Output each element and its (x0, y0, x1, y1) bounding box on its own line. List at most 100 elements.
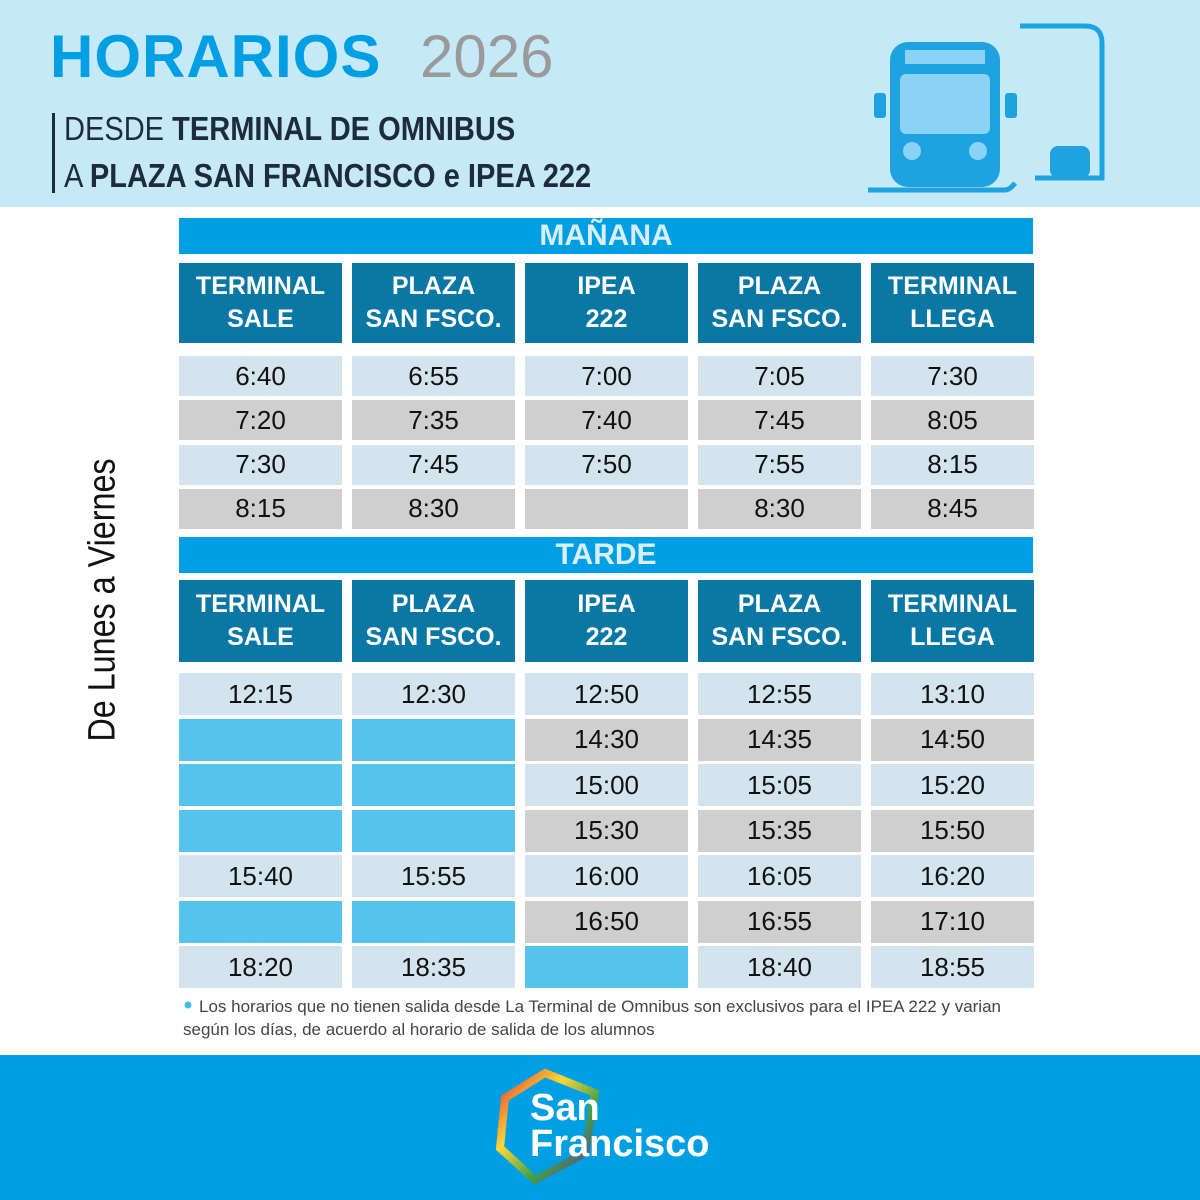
time-cell: 15:20 (871, 764, 1034, 806)
column-header: PLAZA SAN FSCO. (352, 580, 515, 662)
header-line: TERMINAL (195, 590, 326, 618)
time-cell: 7:40 (525, 400, 688, 441)
time-cell: 15:30 (525, 809, 688, 852)
time-cell: 7:30 (871, 356, 1034, 396)
column-header: TERMINAL LLEGA (871, 580, 1034, 662)
time-cell: 7:00 (525, 356, 688, 396)
time-cell: 13:10 (871, 673, 1034, 715)
time-cell: 18:55 (871, 946, 1034, 988)
footer-band (0, 1055, 1200, 1200)
time-cell (352, 900, 515, 943)
header-line: IPEA (577, 272, 636, 300)
time-cell: 15:50 (871, 809, 1034, 852)
header-line: TERMINAL (887, 272, 1018, 300)
side-label: De Lunes a Viernes (81, 458, 124, 742)
time-cell: 12:55 (698, 673, 861, 715)
time-cell: 15:35 (698, 809, 861, 852)
header-line: PLAZA (737, 272, 822, 300)
time-cell: 8:15 (179, 488, 342, 529)
column-header: PLAZA SAN FSCO. (698, 580, 861, 662)
time-cell: 14:35 (698, 718, 861, 761)
column-header: PLAZA SAN FSCO. (698, 263, 861, 343)
section-title: MAÑANA (179, 218, 1033, 254)
time-cell: 15:05 (698, 764, 861, 806)
time-cell: 15:00 (525, 764, 688, 806)
time-cell: 16:55 (698, 900, 861, 943)
time-cell: 12:50 (525, 673, 688, 715)
time-cell (179, 718, 342, 761)
subtitle-bar (52, 113, 55, 193)
logo-line: San (530, 1087, 600, 1129)
header-line: LLEGA (910, 623, 995, 651)
header-line: SAN FSCO. (365, 623, 502, 651)
time-cell (352, 764, 515, 806)
time-cell (179, 900, 342, 943)
time-cell (352, 718, 515, 761)
time-cell: 15:55 (352, 855, 515, 897)
header-line: PLAZA (391, 272, 476, 300)
time-cell: 15:40 (179, 855, 342, 897)
note-bullet (184, 1001, 192, 1009)
header-line: 222 (585, 623, 628, 651)
bus-icon (868, 23, 1105, 193)
time-cell: 8:30 (352, 488, 515, 529)
time-cell: 7:45 (352, 444, 515, 485)
time-cell (525, 488, 688, 529)
time-cell: 6:55 (352, 356, 515, 396)
subtitle-prefix: A (64, 157, 82, 194)
subtitle-line: A PLAZA SAN FRANCISCO e IPEA 222 (64, 157, 591, 195)
time-cell: 7:35 (352, 400, 515, 441)
time-cell: 14:30 (525, 718, 688, 761)
time-cell: 7:45 (698, 400, 861, 441)
header-line: IPEA (577, 590, 636, 618)
header-line: SAN FSCO. (365, 305, 502, 333)
time-cell (179, 764, 342, 806)
time-cell: 14:50 (871, 718, 1034, 761)
time-cell: 7:50 (525, 444, 688, 485)
time-cell: 18:35 (352, 946, 515, 988)
time-cell: 8:15 (871, 444, 1034, 485)
header-line: SAN FSCO. (711, 305, 848, 333)
time-cell: 7:30 (179, 444, 342, 485)
column-header: PLAZA SAN FSCO. (352, 263, 515, 343)
column-header: TERMINAL SALE (179, 263, 342, 343)
year: 2026 (420, 23, 554, 90)
logo-shield (495, 1068, 600, 1185)
time-cell: 16:05 (698, 855, 861, 897)
header-line: TERMINAL (887, 590, 1018, 618)
time-cell: 17:10 (871, 900, 1034, 943)
time-cell: 12:15 (179, 673, 342, 715)
header-line: LLEGA (910, 305, 995, 333)
time-cell: 18:40 (698, 946, 861, 988)
time-cell: 8:30 (698, 488, 861, 529)
time-cell: 8:45 (871, 488, 1034, 529)
header-line: TERMINAL (195, 272, 326, 300)
note: Los horarios que no tienen salida desde … (183, 997, 1001, 1039)
time-cell: 16:20 (871, 855, 1034, 897)
header-line: SALE (227, 305, 294, 333)
header-line: SALE (227, 623, 294, 651)
time-cell: 16:00 (525, 855, 688, 897)
time-cell: 16:50 (525, 900, 688, 943)
time-cell: 8:05 (871, 400, 1034, 441)
logo-text: San Francisco (530, 1087, 710, 1165)
time-cell: 7:20 (179, 400, 342, 441)
time-cell: 12:30 (352, 673, 515, 715)
column-header: TERMINAL SALE (179, 580, 342, 662)
logo-line: Francisco (530, 1123, 710, 1165)
time-cell (525, 946, 688, 988)
time-cell: 6:40 (179, 356, 342, 396)
title: HORARIOS (50, 23, 382, 90)
header-line: PLAZA (391, 590, 476, 618)
time-cell (352, 809, 515, 852)
column-header: IPEA 222 (525, 580, 688, 662)
time-cell (179, 809, 342, 852)
time-cell: 18:20 (179, 946, 342, 988)
column-header: IPEA 222 (525, 263, 688, 343)
subtitle-line: DESDE TERMINAL DE OMNIBUS (64, 110, 515, 148)
time-cell: 7:05 (698, 356, 861, 396)
header-line: PLAZA (737, 590, 822, 618)
subtitle-prefix: DESDE (64, 110, 165, 147)
subtitle-emphasis: PLAZA SAN FRANCISCO e IPEA 222 (89, 157, 592, 194)
